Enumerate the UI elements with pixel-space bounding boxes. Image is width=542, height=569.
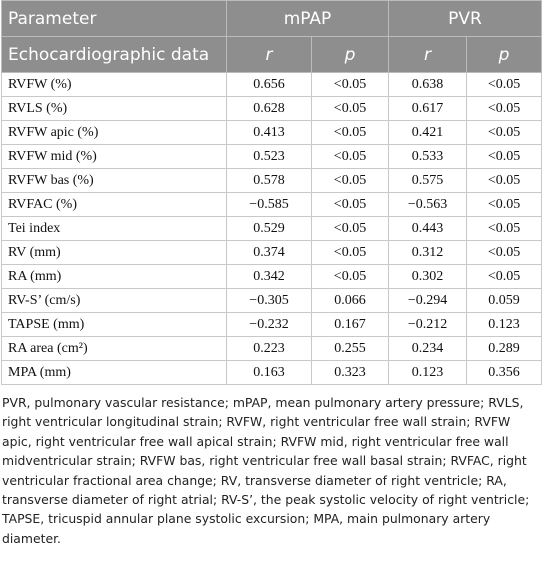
table-row: RVFW bas (%) 0.578 <0.05 0.575 <0.05 — [1, 168, 542, 193]
header-cell: PVR — [388, 0, 542, 37]
row-label: RVFW bas (%) — [1, 168, 227, 193]
cell: 0.059 — [466, 288, 542, 313]
cell: 0.234 — [388, 336, 468, 361]
cell: 0.255 — [310, 336, 390, 361]
subheader-cell: Echocardiographic data — [1, 36, 227, 73]
cell: <0.05 — [310, 168, 390, 193]
cell: <0.05 — [310, 96, 390, 121]
row-label: RVFAC (%) — [1, 192, 227, 217]
row-label: RVLS (%) — [1, 96, 227, 121]
table-row: RV-S’ (cm/s) −0.305 0.066 −0.294 0.059 — [1, 288, 542, 313]
cell: −0.294 — [388, 288, 468, 313]
cell: 0.342 — [226, 264, 312, 289]
header-cell: Parameter — [1, 0, 227, 37]
cell: 0.575 — [388, 168, 468, 193]
row-label: RVFW (%) — [1, 72, 227, 97]
cell: <0.05 — [466, 264, 542, 289]
cell: −0.305 — [226, 288, 312, 313]
cell: 0.163 — [226, 360, 312, 385]
footnote: PVR, pulmonary vascular resistance; mPAP… — [2, 395, 530, 546]
cell: <0.05 — [310, 240, 390, 265]
cell: <0.05 — [466, 144, 542, 169]
cell: <0.05 — [466, 168, 542, 193]
cell: 0.066 — [310, 288, 390, 313]
table-body: RVFW (%) 0.656 <0.05 0.638 <0.05 RVLS (%) 0.62… — [1, 72, 542, 385]
cell: 0.656 — [226, 72, 312, 97]
cell: <0.05 — [466, 192, 542, 217]
cell: 0.374 — [226, 240, 312, 265]
cell: 0.443 — [388, 216, 468, 241]
subheader-cell: r — [226, 36, 312, 73]
cell: 0.123 — [466, 312, 542, 337]
cell: <0.05 — [466, 240, 542, 265]
subheader-cell: p — [466, 36, 542, 73]
cell: −0.212 — [388, 312, 468, 337]
cell: 0.578 — [226, 168, 312, 193]
table-row: RVLS (%) 0.628 <0.05 0.617 <0.05 — [1, 96, 542, 121]
cell: <0.05 — [466, 120, 542, 145]
row-label: MPA (mm) — [1, 360, 227, 385]
cell: −0.232 — [226, 312, 312, 337]
row-label: RA (mm) — [1, 264, 227, 289]
cell: 0.302 — [388, 264, 468, 289]
row-label: TAPSE (mm) — [1, 312, 227, 337]
table-row: Tei index 0.529 <0.05 0.443 <0.05 — [1, 216, 542, 241]
table-row: RVFW (%) 0.656 <0.05 0.638 <0.05 — [1, 72, 542, 97]
table-row: TAPSE (mm) −0.232 0.167 −0.212 0.123 — [1, 312, 542, 337]
cell: 0.617 — [388, 96, 468, 121]
subheader-cell: p — [310, 36, 390, 73]
cell: <0.05 — [466, 72, 542, 97]
table-row: RA (mm) 0.342 <0.05 0.302 <0.05 — [1, 264, 542, 289]
cell: 0.312 — [388, 240, 468, 265]
cell: <0.05 — [310, 216, 390, 241]
table-row: RV (mm) 0.374 <0.05 0.312 <0.05 — [1, 240, 542, 265]
cell: 0.323 — [310, 360, 390, 385]
cell: <0.05 — [466, 96, 542, 121]
cell: 0.638 — [388, 72, 468, 97]
cell: 0.356 — [466, 360, 542, 385]
cell: 0.533 — [388, 144, 468, 169]
row-label: RA area (cm²) — [1, 336, 227, 361]
cell: <0.05 — [310, 120, 390, 145]
cell: 0.123 — [388, 360, 468, 385]
cell: 0.421 — [388, 120, 468, 145]
cell: <0.05 — [310, 264, 390, 289]
cell: <0.05 — [310, 192, 390, 217]
table-row: RVFW apic (%) 0.413 <0.05 0.421 <0.05 — [1, 120, 542, 145]
row-label: RV (mm) — [1, 240, 227, 265]
row-label: RV-S’ (cm/s) — [1, 288, 227, 313]
row-label: Tei index — [1, 216, 227, 241]
cell: 0.167 — [310, 312, 390, 337]
table: Parameter mPAP PVR Echocardiographic dat… — [1, 0, 542, 385]
cell: −0.563 — [388, 192, 468, 217]
cell: 0.413 — [226, 120, 312, 145]
header-cell: mPAP — [225, 0, 390, 37]
table-row: RVFAC (%) −0.585 <0.05 −0.563 <0.05 — [1, 192, 542, 217]
cell: 0.523 — [226, 144, 312, 169]
table-row: RA area (cm²) 0.223 0.255 0.234 0.289 — [1, 336, 542, 361]
cell: 0.529 — [226, 216, 312, 241]
subheader-cell: r — [388, 36, 468, 73]
cell: <0.05 — [310, 144, 390, 169]
cell: 0.628 — [226, 96, 312, 121]
table-row: MPA (mm) 0.163 0.323 0.123 0.356 — [1, 360, 542, 385]
row-label: RVFW apic (%) — [1, 120, 227, 145]
cell: 0.289 — [466, 336, 542, 361]
cell: <0.05 — [310, 72, 390, 97]
row-label: RVFW mid (%) — [1, 144, 227, 169]
cell: <0.05 — [466, 216, 542, 241]
table-row: RVFW mid (%) 0.523 <0.05 0.533 <0.05 — [1, 144, 542, 169]
cell: −0.585 — [226, 192, 312, 217]
cell: 0.223 — [226, 336, 312, 361]
